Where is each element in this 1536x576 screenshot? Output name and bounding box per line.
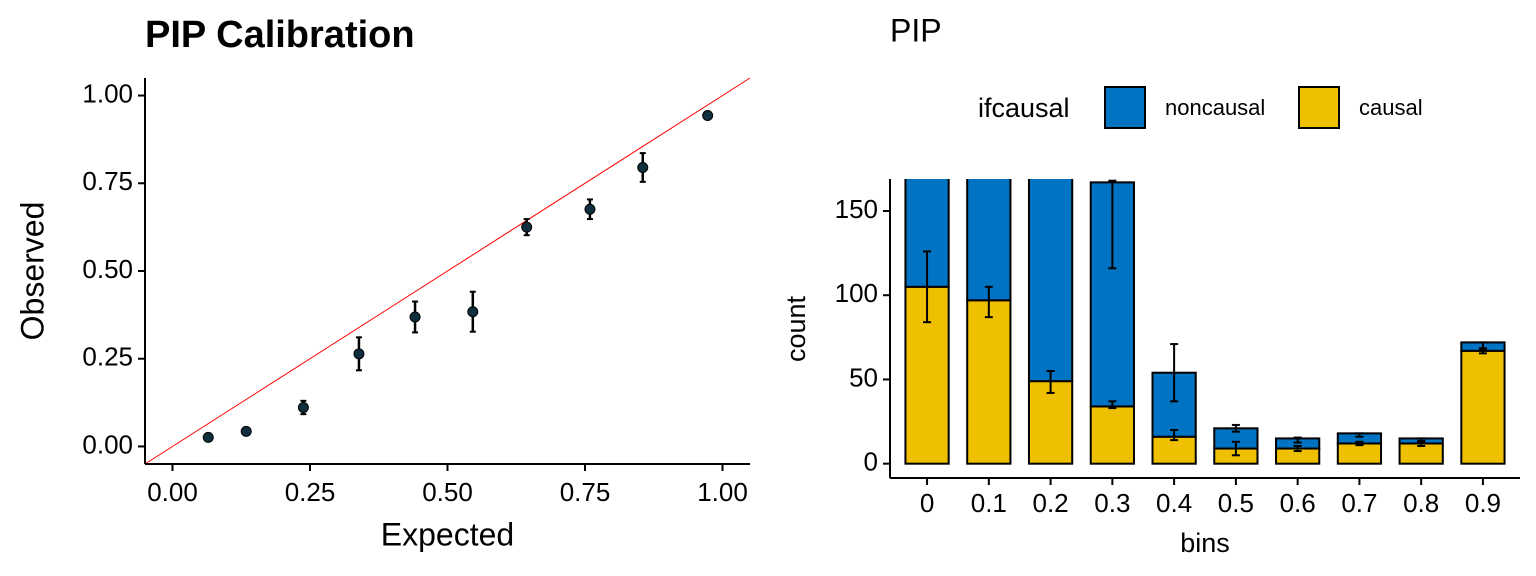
bar (1151, 435, 1197, 465)
x-tick-label: 0.00 (147, 477, 198, 507)
legend-title: ifcausal (978, 93, 1070, 123)
bar (1460, 349, 1506, 465)
plot-area (904, 179, 1506, 465)
bar (1089, 405, 1135, 465)
x-tick-label: 0.7 (1341, 488, 1377, 518)
x-tick-label: 0.8 (1403, 488, 1439, 518)
legend-label: causal (1359, 95, 1423, 120)
point (521, 221, 533, 233)
chart-title: PIP (890, 12, 942, 48)
point (240, 425, 252, 437)
x-tick-label: 0.2 (1033, 488, 1069, 518)
legend-label: noncausal (1165, 95, 1265, 120)
x-tick-label: 1.00 (697, 477, 748, 507)
bar (1336, 442, 1383, 465)
point (297, 402, 309, 414)
bar (966, 179, 1012, 302)
point (637, 161, 649, 173)
x-tick-label: 0.25 (285, 477, 336, 507)
bar (966, 299, 1012, 465)
x-tick-label: 0.6 (1280, 488, 1316, 518)
chart-title: PIP Calibration (145, 14, 415, 56)
bar (1027, 179, 1074, 383)
legend-key (1298, 86, 1340, 129)
point (353, 348, 365, 360)
x-tick-label: 0.9 (1465, 488, 1501, 518)
y-tick-label: 0 (864, 447, 878, 477)
point (202, 431, 214, 443)
y-axis-title: Observed (14, 202, 50, 341)
y-tick-label: 150 (835, 194, 878, 224)
x-axis-title: bins (1180, 528, 1230, 558)
point (702, 110, 714, 122)
point (467, 306, 479, 318)
y-tick-label: 50 (849, 362, 878, 392)
x-tick-label: 0.5 (1218, 488, 1254, 518)
x-tick-label: 0.4 (1156, 488, 1192, 518)
x-tick-label: 0.50 (422, 477, 473, 507)
point (584, 203, 596, 215)
reference-line (144, 77, 751, 465)
x-tick-label: 0.75 (560, 477, 611, 507)
legend-key (1104, 86, 1146, 129)
y-tick-label: 0.75 (82, 166, 133, 196)
y-tick-label: 0.00 (82, 429, 133, 459)
x-tick-label: 0.3 (1094, 488, 1130, 518)
x-tick-label: 0 (920, 488, 934, 518)
x-tick-label: 0.1 (971, 488, 1007, 518)
point (409, 311, 421, 323)
y-axis-title: count (781, 295, 811, 362)
x-axis-title: Expected (381, 516, 514, 552)
y-tick-label: 0.25 (82, 342, 133, 372)
y-tick-label: 0.50 (82, 254, 133, 284)
y-tick-label: 1.00 (82, 78, 133, 108)
y-tick-label: 100 (835, 278, 878, 308)
